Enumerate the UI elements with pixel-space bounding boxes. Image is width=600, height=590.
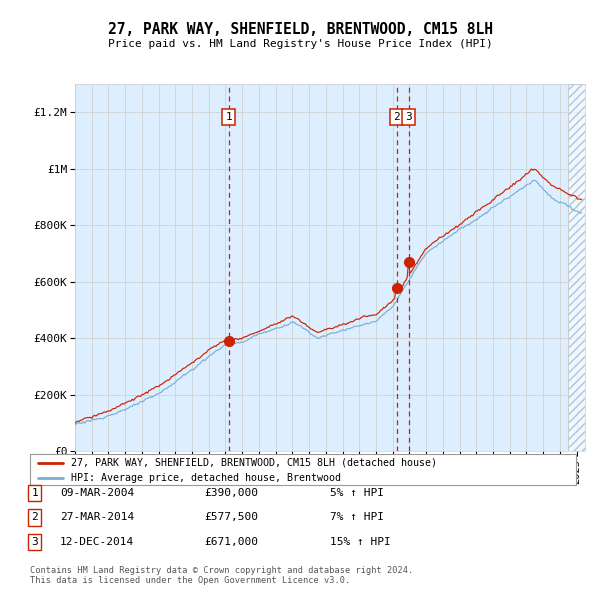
Text: Price paid vs. HM Land Registry's House Price Index (HPI): Price paid vs. HM Land Registry's House …: [107, 40, 493, 49]
Text: £671,000: £671,000: [204, 537, 258, 547]
Text: HPI: Average price, detached house, Brentwood: HPI: Average price, detached house, Bren…: [71, 473, 341, 483]
Text: 2: 2: [31, 513, 38, 522]
Text: 27-MAR-2014: 27-MAR-2014: [60, 513, 134, 522]
Text: 27, PARK WAY, SHENFIELD, BRENTWOOD, CM15 8LH: 27, PARK WAY, SHENFIELD, BRENTWOOD, CM15…: [107, 22, 493, 37]
Text: 12-DEC-2014: 12-DEC-2014: [60, 537, 134, 547]
Text: 1: 1: [31, 488, 38, 497]
Text: 1: 1: [225, 112, 232, 122]
Text: Contains HM Land Registry data © Crown copyright and database right 2024.: Contains HM Land Registry data © Crown c…: [30, 566, 413, 575]
Text: 15% ↑ HPI: 15% ↑ HPI: [330, 537, 391, 547]
Text: 27, PARK WAY, SHENFIELD, BRENTWOOD, CM15 8LH (detached house): 27, PARK WAY, SHENFIELD, BRENTWOOD, CM15…: [71, 458, 437, 468]
Text: 09-MAR-2004: 09-MAR-2004: [60, 488, 134, 497]
Text: This data is licensed under the Open Government Licence v3.0.: This data is licensed under the Open Gov…: [30, 576, 350, 585]
Text: £577,500: £577,500: [204, 513, 258, 522]
FancyBboxPatch shape: [30, 454, 576, 485]
Text: £390,000: £390,000: [204, 488, 258, 497]
Bar: [568, 84, 585, 451]
Bar: [568, 84, 585, 451]
Text: 7% ↑ HPI: 7% ↑ HPI: [330, 513, 384, 522]
Text: 3: 3: [31, 537, 38, 547]
Text: 2: 2: [394, 112, 400, 122]
Text: 5% ↑ HPI: 5% ↑ HPI: [330, 488, 384, 497]
Text: 3: 3: [405, 112, 412, 122]
